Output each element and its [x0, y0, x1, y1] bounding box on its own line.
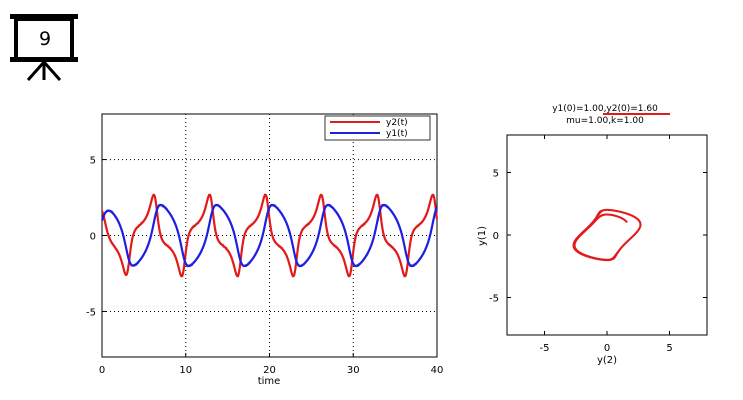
y-tick-label: 5 — [90, 156, 96, 167]
phase-portrait-chart: y1(0)=1.00,y2(0)=1.60 mu=1.00,k=1.00 -5 0… — [477, 104, 708, 366]
y-tick-label: 0 — [90, 232, 96, 243]
x-tick-label: 20 — [263, 365, 276, 376]
time-axis-label: time — [258, 376, 281, 387]
phase-x-tick-label: -5 — [540, 343, 550, 354]
series-line-y2 — [101, 193, 438, 278]
phase-x-tick-label: 5 — [666, 343, 672, 354]
x-tick-label: 10 — [179, 365, 192, 376]
legend: y2(t) y1(t) — [324, 115, 431, 141]
phase-trajectory — [572, 208, 642, 262]
phase-y-tick-label: 5 — [493, 169, 499, 180]
time-series-chart: 0 10 20 30 40 -5 0 5 time y2(t) y1(t) — [86, 113, 444, 387]
legend-label-y2: y2(t) — [386, 118, 408, 128]
phase-x-axis-label: y(2) — [597, 355, 617, 366]
legend-label-y1: y1(t) — [386, 129, 408, 139]
phase-y-axis-label: y(1) — [477, 226, 488, 246]
series-line-y1 — [101, 203, 438, 268]
phase-y-tick-label: -5 — [489, 294, 499, 305]
phase-plot-subtitle: mu=1.00,k=1.00 — [566, 116, 644, 126]
slide-number: 9 — [38, 28, 52, 50]
x-tick-label: 0 — [99, 365, 105, 376]
x-tick-label: 30 — [347, 365, 360, 376]
legend-box — [324, 115, 431, 141]
x-tick-label: 40 — [431, 365, 444, 376]
presentation-board-icon — [10, 14, 78, 81]
phase-x-tick-label: 0 — [604, 343, 610, 354]
phase-plot-frame — [506, 134, 708, 336]
phase-y-tick-label: 0 — [493, 231, 499, 242]
phase-plot-title: y1(0)=1.00,y2(0)=1.60 — [552, 104, 658, 114]
y-tick-label: -5 — [86, 307, 96, 318]
